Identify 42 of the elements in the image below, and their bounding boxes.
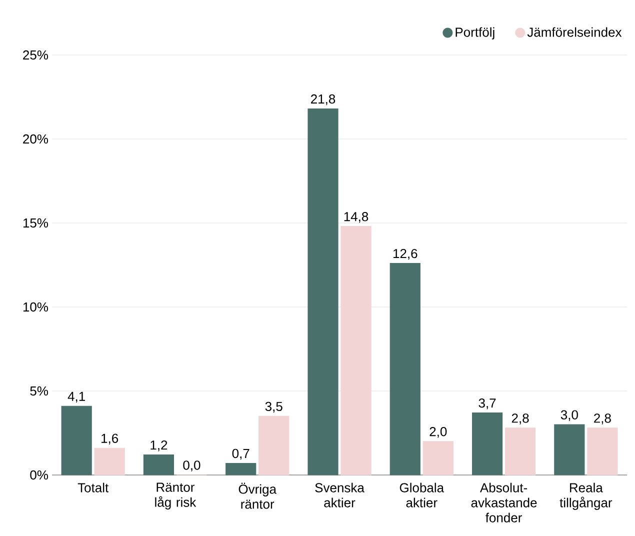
bar xyxy=(94,448,125,476)
bar xyxy=(504,428,536,476)
x-tick-label: Räntor låg risk xyxy=(155,482,196,510)
y-tick-label: 10% xyxy=(23,302,48,312)
legend-label: Portfölj xyxy=(456,27,494,40)
bar xyxy=(340,226,372,476)
y-tick-label: 5% xyxy=(30,386,48,396)
x-tick-label: Övriga räntor xyxy=(238,482,276,509)
data-label: 21,8 xyxy=(311,94,336,106)
bar xyxy=(143,454,174,476)
bar xyxy=(422,441,454,476)
bar xyxy=(554,424,585,476)
data-label: 2,0 xyxy=(430,427,447,438)
bar xyxy=(587,428,618,476)
x-tick-label: Svenska aktier xyxy=(315,482,364,508)
data-label: 3,7 xyxy=(478,398,496,410)
x-tick-label: Absolut-avkastande fonder xyxy=(471,482,537,522)
y-tick-label: 25% xyxy=(23,50,48,60)
bar xyxy=(226,462,256,476)
x-tick-label: Globala aktier xyxy=(400,482,444,508)
x-tick-label: Totalt xyxy=(78,482,109,492)
data-label: 2,8 xyxy=(512,414,529,424)
data-label: 3,5 xyxy=(265,402,282,413)
bar xyxy=(61,406,92,476)
bar xyxy=(472,412,503,476)
y-tick-label: 20% xyxy=(23,134,48,144)
legend-label: Jämförelseindex xyxy=(527,27,622,37)
data-label: 1,6 xyxy=(102,434,118,444)
data-label: 0,0 xyxy=(183,460,200,472)
bar xyxy=(390,263,420,476)
bar xyxy=(258,416,290,476)
data-label: 1,2 xyxy=(150,440,168,452)
data-label: 2,8 xyxy=(594,414,611,424)
y-tick-label: 0% xyxy=(30,470,48,480)
data-label: 12,6 xyxy=(393,248,418,260)
y-tick-label: 15% xyxy=(23,218,48,228)
data-label: 3,0 xyxy=(560,410,578,421)
x-tick-label: Reala tillgångar xyxy=(560,482,612,510)
bar xyxy=(308,108,338,476)
data-label: 0,7 xyxy=(232,448,250,460)
data-label: 4,1 xyxy=(68,392,85,402)
data-label: 14,8 xyxy=(344,212,368,223)
